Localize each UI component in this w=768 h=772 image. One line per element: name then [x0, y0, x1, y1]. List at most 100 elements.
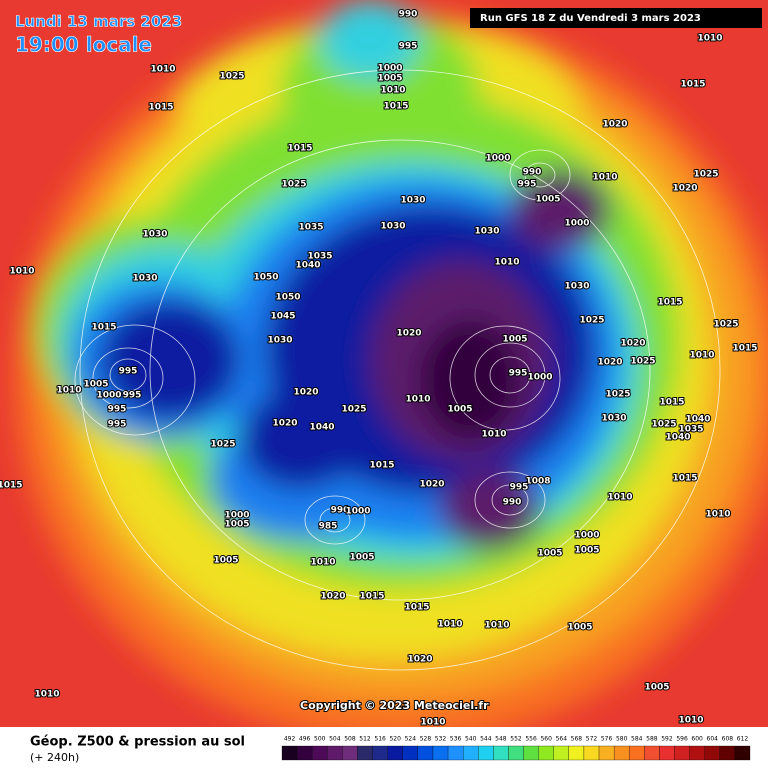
isobar-label: 1015: [732, 344, 757, 354]
colorbar-box: [478, 745, 494, 761]
isobar-label: 1025: [210, 440, 235, 450]
colorbar-tick-label: 548: [495, 736, 507, 743]
colorbar-tick-label: 552: [510, 736, 522, 743]
isobar-label: 1020: [272, 419, 297, 429]
colorbar-box: [613, 745, 630, 761]
isobar-label: 990: [331, 506, 350, 516]
isobar-label: 1030: [380, 222, 405, 232]
isobar-label: 1015: [680, 80, 705, 90]
colorbar-box: [583, 745, 600, 761]
isobar-label: 1015: [359, 592, 384, 602]
colorbar-tick-label: 560: [540, 736, 552, 743]
isobar-label: 1020: [672, 184, 697, 194]
isobar-label: 1025: [651, 420, 676, 430]
colorbar-tick-label: 504: [329, 736, 341, 743]
isobar-label: 1020: [597, 358, 622, 368]
isobar-label: 1025: [693, 170, 718, 180]
isobar-label: 995: [123, 391, 142, 401]
isobar-label: 1010: [34, 690, 59, 700]
colorbar-box: [674, 745, 690, 761]
colorbar-box: [598, 745, 615, 761]
isobar-label: 990: [399, 10, 418, 20]
isobar-label: 1005: [567, 623, 592, 633]
colorbar-tick-label: 536: [450, 736, 462, 743]
colorbar-tick-label: 580: [616, 736, 628, 743]
colorbar-tick-label: 596: [676, 736, 688, 743]
isobar-label: 1020: [602, 120, 627, 130]
isobar-label: 1015: [657, 298, 682, 308]
colorbar-tick-label: 600: [691, 736, 703, 743]
isobar-label: 1040: [685, 415, 710, 425]
isobar-label: 1030: [474, 227, 499, 237]
isobar-label: 995: [119, 367, 138, 377]
isobar-label: 1005: [349, 553, 374, 563]
colorbar-box: [734, 745, 751, 761]
isobar-label: 1020: [407, 655, 432, 665]
colorbar-tick-label: 492: [284, 736, 296, 743]
isobar-label: 1030: [267, 336, 292, 346]
isobar-label: 1010: [705, 510, 730, 520]
isobar-label: 1015: [0, 481, 23, 491]
isobar-label: 1010: [150, 65, 175, 75]
colorbar-box: [629, 745, 645, 761]
isobar-label: 1015: [404, 603, 429, 613]
isobar-label: 1035: [298, 223, 323, 233]
isobar-label: 1005: [377, 74, 402, 84]
isobar-label: 1010: [592, 173, 617, 183]
colorbar-tick-label: 572: [586, 736, 598, 743]
isobar-label: 1035: [307, 252, 332, 262]
isobar-label: 1010: [689, 351, 714, 361]
isobar-label: 1000: [224, 511, 249, 521]
isobar-label: 1020: [620, 339, 645, 349]
isobar-label: 1000: [574, 531, 599, 541]
isobar-label: 985: [319, 522, 338, 532]
colorbar-box: [538, 745, 554, 761]
isobar-label: 1000: [345, 507, 370, 517]
isobar-label: 1040: [665, 433, 690, 443]
isobar-label: 995: [518, 180, 537, 190]
isobar-label: 1020: [419, 480, 444, 490]
isobar-label: 1035: [678, 425, 703, 435]
isobar-label: 1030: [601, 414, 626, 424]
colorbar-tick-label: 500: [314, 736, 326, 743]
legend-title: Géop. Z500 & pression au sol: [30, 735, 245, 750]
isobar-label: 1015: [672, 474, 697, 484]
colorbar-box: [704, 745, 720, 761]
colorbar-tick-label: 520: [389, 736, 401, 743]
colorbar-tick-label: 604: [707, 736, 719, 743]
isobar-label: 1008: [525, 477, 550, 487]
isobar-label: 1010: [484, 621, 509, 631]
colorbar-box: [387, 745, 403, 761]
run-box: [470, 8, 762, 28]
isobar-label: 1020: [293, 388, 318, 398]
colorbar-box: [402, 745, 419, 761]
isobar-label: 1005: [224, 520, 249, 530]
isobar-label: 1005: [574, 546, 599, 556]
isobar-label: 1005: [447, 405, 472, 415]
isobar-label: 1030: [400, 196, 425, 206]
isobar-label: 1010: [9, 267, 34, 277]
isobar-label: 1015: [659, 398, 684, 408]
isobar-label: 1050: [253, 273, 278, 283]
isobar-label: 1050: [275, 293, 300, 303]
colorbar-box: [296, 745, 313, 761]
colorbar-tick-label: 576: [601, 736, 613, 743]
isobar-label: 1010: [380, 86, 405, 96]
isobar-label: 1010: [310, 558, 335, 568]
colorbar-box: [312, 745, 328, 761]
colorbar-tick-label: 612: [737, 736, 749, 743]
isobar-label: 990: [503, 498, 522, 508]
isobar-label: 990: [523, 168, 542, 178]
isobar-label: 995: [399, 42, 418, 52]
colorbar-tick-label: 516: [374, 736, 386, 743]
isobar-label: 1000: [377, 64, 402, 74]
colorbar-tick-label: 540: [465, 736, 477, 743]
isobar-label: 1015: [148, 103, 173, 113]
isobar-label: 1005: [502, 335, 527, 345]
colorbar-tick-label: 584: [631, 736, 643, 743]
copyright: Copyright © 2023 Meteociel.fr: [300, 699, 489, 712]
isobar-label: 1015: [369, 461, 394, 471]
colorbar-box: [372, 745, 388, 761]
date: Lundi 13 mars 2023: [15, 13, 182, 31]
isobar-label: 1040: [295, 261, 320, 271]
